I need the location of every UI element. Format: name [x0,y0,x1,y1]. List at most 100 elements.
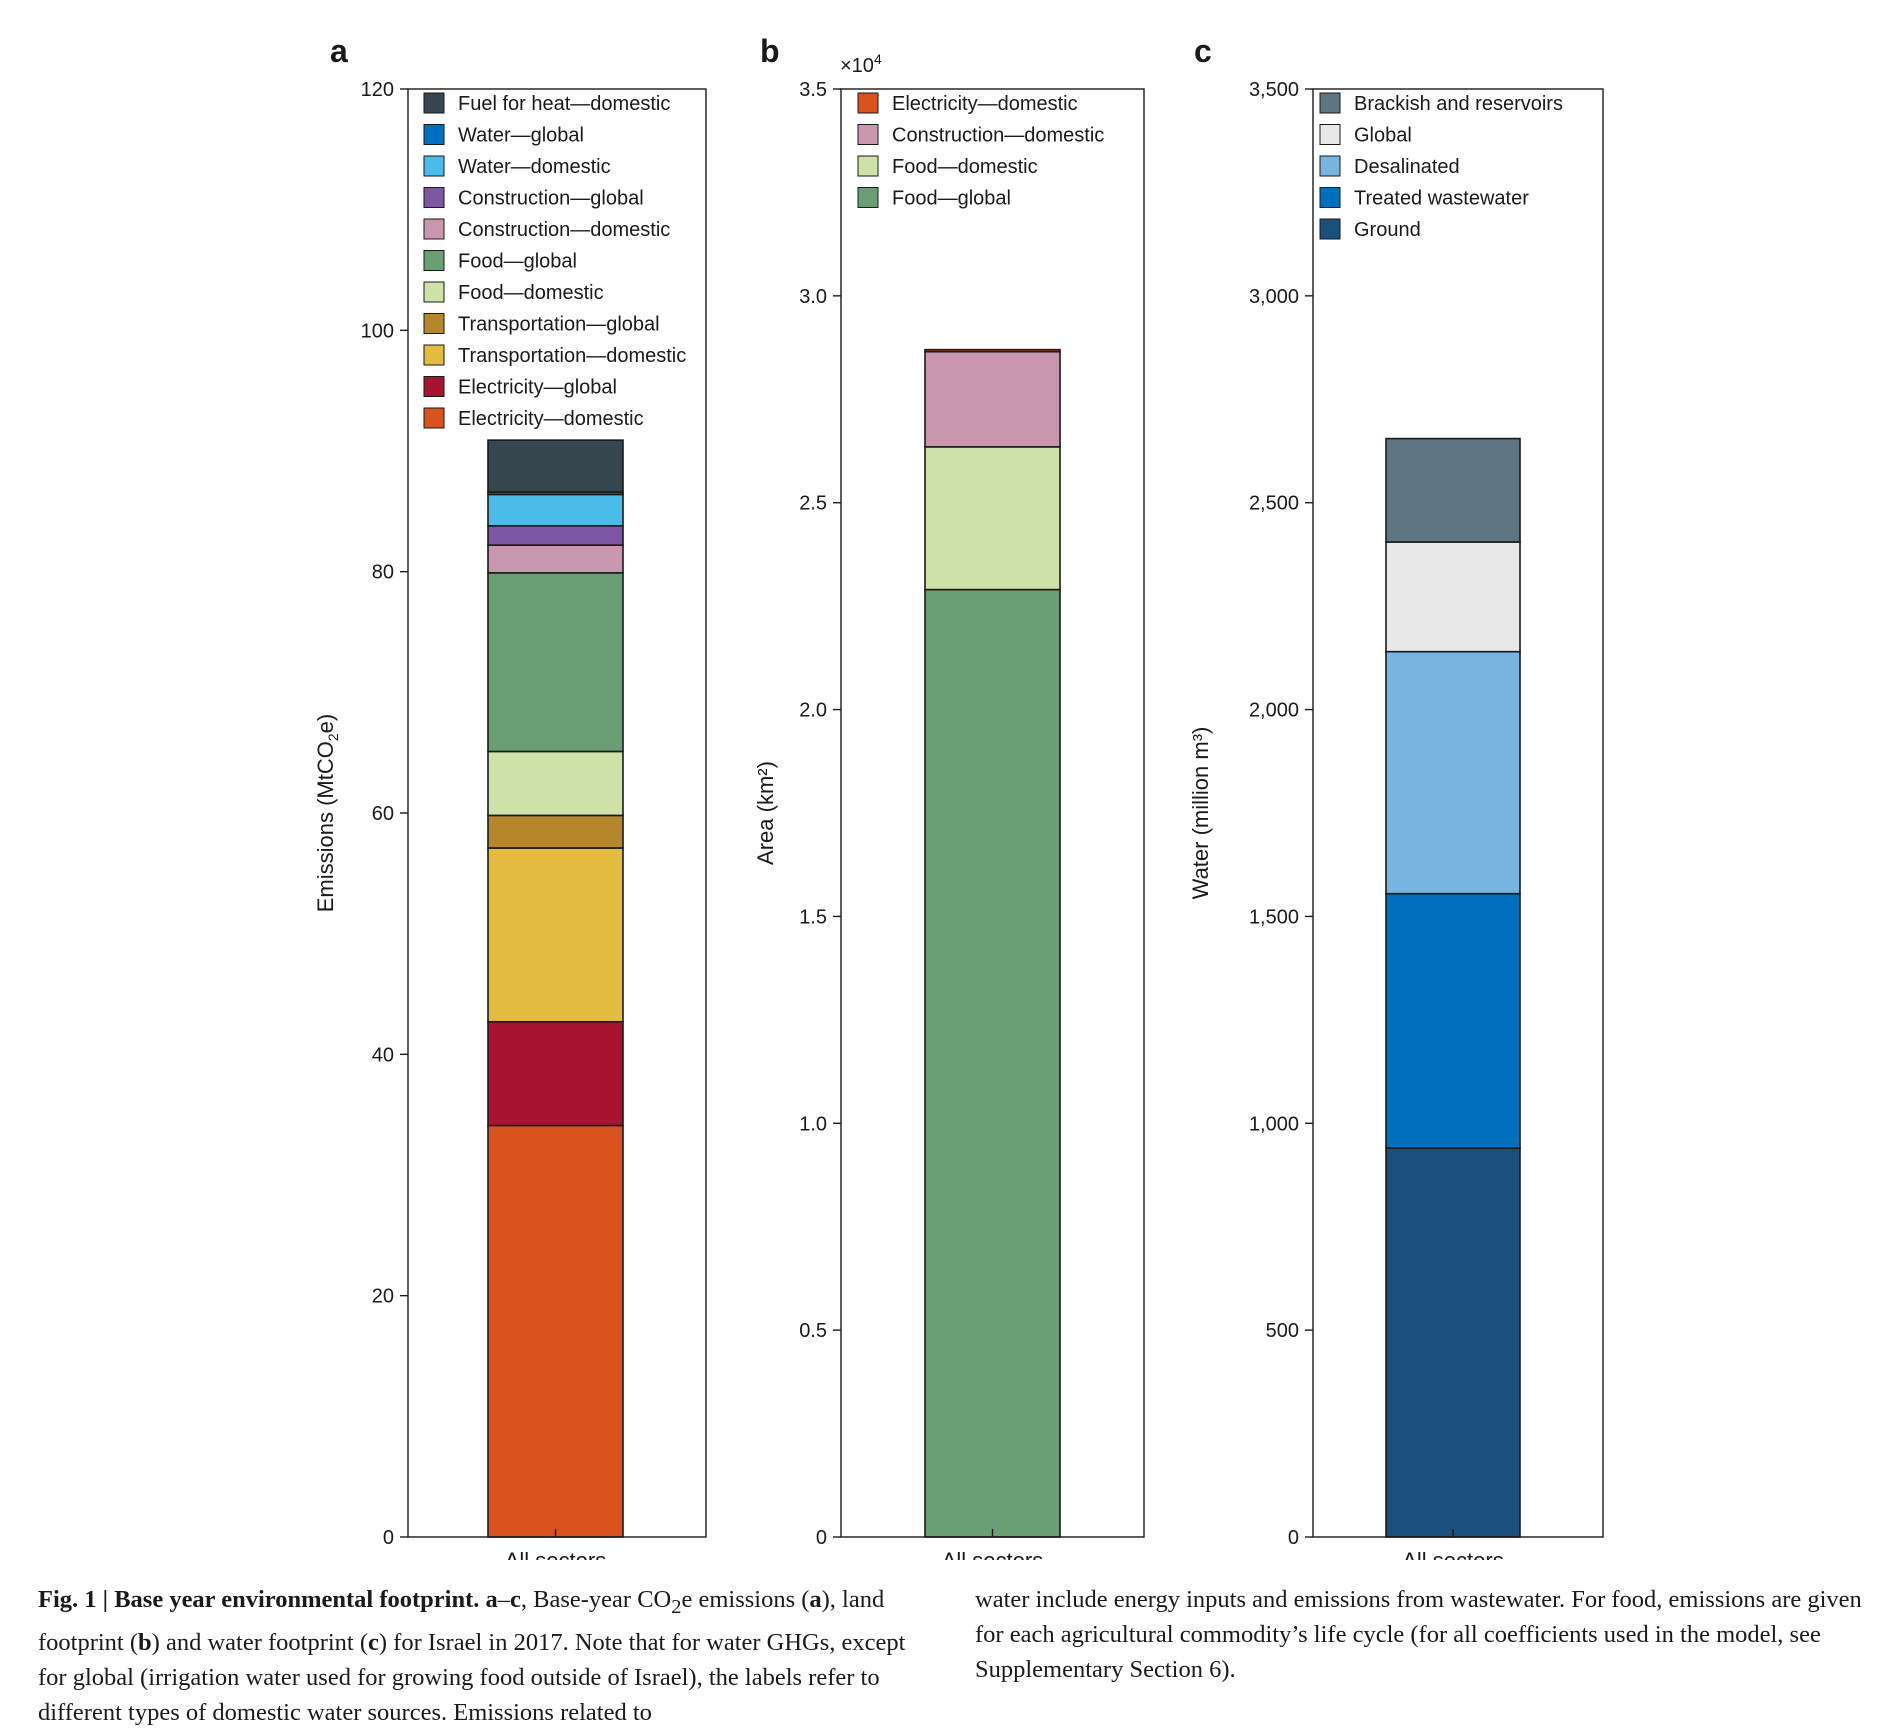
legend-swatch-c-1 [1319,124,1341,145]
bar-segment-c-0 [1385,1147,1521,1538]
legend-swatch-b-3 [857,187,879,208]
legend-swatch-c-4 [1319,218,1341,240]
legend-swatch-a-1 [423,124,445,145]
bar-segment-b-2 [924,350,1061,448]
caption-ref-b: b [138,1628,152,1656]
figure-panels: a 0 20 40 60 80 100 120 All sectors Emissions (Mt… [313,33,1604,1560]
caption-range-a: a [485,1586,498,1613]
legend-label-c-1: Global [1354,125,1412,147]
y-tick-label-c-3: 1,500 [1249,906,1299,928]
chart-panel-a: a 0 20 40 60 80 100 120 All sectors Emissions (Mt… [313,33,707,1560]
x-tick-label-c: All sectors [1402,1548,1503,1560]
x-tick-label-b: All sectors [942,1548,1043,1560]
caption-text-1: , Base-year CO [520,1586,672,1613]
legend-swatch-a-8 [423,344,445,366]
legend-label-c-4: Ground [1354,219,1421,241]
y-tick-label-a-5: 100 [361,320,394,342]
bar-segment-a-10 [487,439,624,493]
caption-fig-label: Fig. 1 [38,1586,97,1613]
y-axis-label-c: Water (million m³) [1188,727,1213,900]
legend-swatch-a-7 [423,313,445,334]
legend-swatch-a-9 [423,376,445,397]
y-tick-label-c-1: 500 [1266,1320,1299,1342]
caption-right-text: water include energy inputs and emission… [975,1586,1862,1683]
y-tick-label-a-6: 120 [361,79,394,101]
bar-segment-a-5 [487,572,624,753]
legend-label-c-3: Treated wastewater [1354,188,1529,210]
axis-multiplier-b: ×104​ [840,51,882,77]
bar-segment-c-2 [1385,650,1521,895]
bar-segment-a-3 [487,814,624,849]
legend-swatch-b-1 [857,124,879,145]
y-tick-label-c-7: 3,500 [1249,79,1299,101]
bar-segment-a-1 [487,1020,624,1127]
caption-separator: | [96,1586,115,1613]
legend-label-b-3: Food—global [892,188,1011,210]
legend-swatch-c-2 [1319,155,1341,177]
legend-swatch-c-3 [1319,187,1341,208]
caption-text-4: ) and water footprint ( [151,1628,369,1656]
y-tick-label-b-2: 1.0 [799,1113,827,1135]
y-axis-label-b: Area (km²) [753,761,778,865]
legend-swatch-a-6 [423,281,445,303]
bar-segment-a-4 [487,750,624,817]
legend-label-a-5: Food—global [458,251,577,273]
y-tick-label-a-0: 0 [383,1527,394,1549]
y-tick-label-b-6: 3.0 [799,286,827,308]
bar-segment-b-1 [924,446,1061,591]
bar-segment-a-2 [487,847,624,1023]
legend-label-b-0: Electricity—domestic [892,93,1078,115]
bar-segment-c-1 [1385,892,1521,1149]
legend-swatch-a-2 [423,155,445,177]
y-tick-label-b-1: 0.5 [799,1320,827,1342]
bar-segment-b-3 [924,348,1061,353]
legend-label-a-2: Water—domestic [458,156,611,178]
y-tick-label-b-4: 2.0 [799,700,827,722]
legend-label-a-0: Fuel for heat—domestic [458,93,670,115]
caption-text-2: e emissions ( [681,1586,810,1613]
legend-label-c-0: Brackish and reservoirs [1354,93,1563,115]
y-tick-label-c-4: 2,000 [1249,700,1299,722]
legend-label-a-4: Construction—domestic [458,219,670,241]
y-tick-label-b-3: 1.5 [799,906,827,928]
bar-segment-c-4 [1385,437,1521,543]
legend-swatch-c-0 [1319,92,1341,114]
figure-caption-left: Fig. 1 | Base year environmental footpri… [38,1582,940,1730]
legend-swatch-a-5 [423,250,445,271]
y-tick-label-b-5: 2.5 [799,493,827,515]
y-tick-label-c-2: 1,000 [1249,1113,1299,1135]
y-tick-label-a-3: 60 [372,803,394,825]
legend-label-b-1: Construction—domestic [892,125,1104,147]
plot-frame-c [1312,88,1604,1538]
panel-letter-b: b [760,33,780,69]
legend-swatch-a-4 [423,218,445,240]
legend-label-a-10: Electricity—domestic [458,408,644,430]
legend-label-a-3: Construction—global [458,188,644,210]
legend-swatch-b-0 [857,92,879,114]
legend-swatch-b-2 [857,155,879,177]
y-tick-label-c-0: 0 [1288,1527,1299,1549]
caption-ref-c: c [368,1628,379,1656]
legend-swatch-a-3 [423,187,445,208]
legend-label-a-9: Electricity—global [458,377,617,399]
legend-label-a-8: Transportation—domestic [458,345,686,367]
figure-caption-right: water include energy inputs and emission… [975,1582,1875,1687]
caption-range-c: c [510,1586,521,1613]
legend-label-a-6: Food—domestic [458,282,604,304]
legend-swatch-a-0 [423,92,445,114]
caption-subscript: 2 [671,1595,682,1618]
chart-panel-c: c 0 500 1,000 1,500 2,000 2,500 3,000 3,500 All s… [1188,33,1604,1560]
y-tick-label-a-1: 20 [372,1286,394,1308]
y-tick-label-c-5: 2,500 [1249,493,1299,515]
legend-label-b-2: Food—domestic [892,156,1038,178]
legend-label-a-7: Transportation—global [458,314,660,336]
y-tick-label-c-6: 3,000 [1249,286,1299,308]
legend-label-c-2: Desalinated [1354,156,1460,178]
caption-text-3: ), land footprint ( [38,1586,885,1656]
y-tick-label-b-7: 3.5 [799,79,827,101]
legend-label-a-1: Water—global [458,125,584,147]
x-tick-label-a: All sectors [505,1548,606,1560]
y-tick-label-a-2: 40 [372,1044,394,1066]
legend-swatch-a-10 [423,407,445,429]
panel-letter-c: c [1194,33,1212,69]
